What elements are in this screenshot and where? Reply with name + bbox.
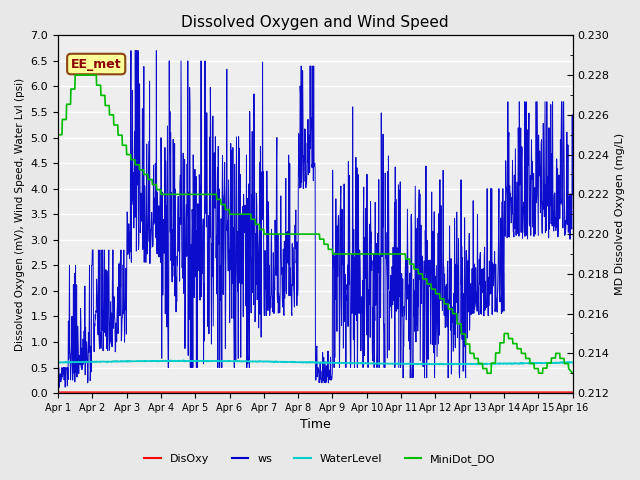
Title: Dissolved Oxygen and Wind Speed: Dissolved Oxygen and Wind Speed: [182, 15, 449, 30]
X-axis label: Time: Time: [300, 419, 331, 432]
Text: EE_met: EE_met: [71, 58, 122, 71]
Y-axis label: Dissolved Oxygen (mV), Wind Speed, Water Lvl (psi): Dissolved Oxygen (mV), Wind Speed, Water…: [15, 78, 25, 351]
Legend: DisOxy, ws, WaterLevel, MiniDot_DO: DisOxy, ws, WaterLevel, MiniDot_DO: [140, 450, 500, 469]
Y-axis label: MD Dissolved Oxygen (mg/L): MD Dissolved Oxygen (mg/L): [615, 133, 625, 295]
